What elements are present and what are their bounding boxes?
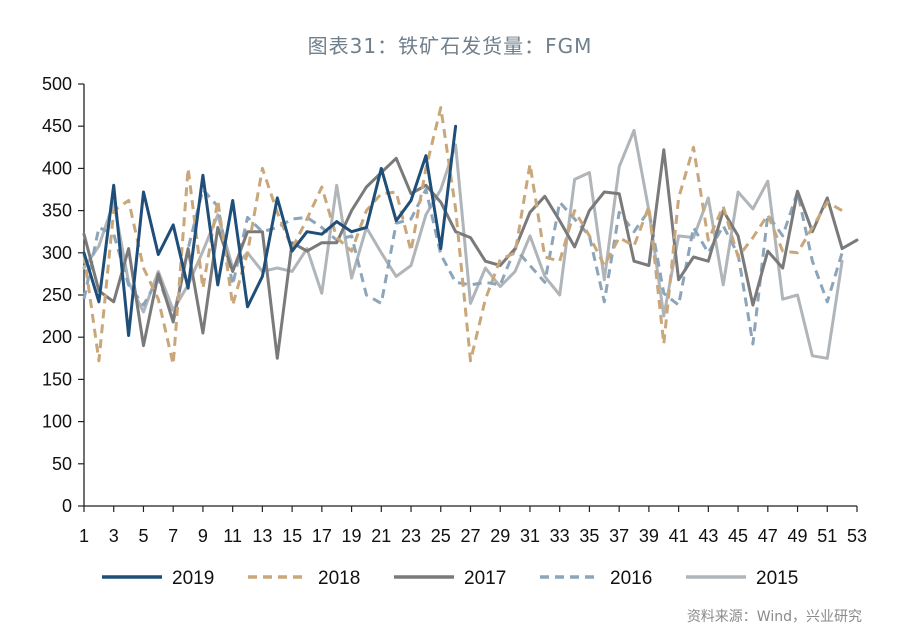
legend-item-2018: 2018 — [248, 568, 360, 589]
x-tick-label: 35 — [579, 526, 599, 546]
x-tick-label: 21 — [371, 526, 391, 546]
y-tick-label: 500 — [42, 74, 72, 94]
legend-item-2016: 2016 — [540, 568, 652, 589]
x-tick-label: 19 — [342, 526, 362, 546]
legend: 2019 2018 2017 2016 2015 — [102, 568, 798, 589]
x-tick-label: 11 — [223, 526, 242, 546]
y-tick-label: 400 — [42, 158, 72, 178]
y-tick-label: 150 — [42, 369, 72, 389]
x-tick-label: 15 — [282, 526, 302, 546]
x-tick-label: 33 — [550, 526, 570, 546]
y-tick-label: 350 — [42, 201, 72, 221]
x-tick-label: 17 — [312, 526, 332, 546]
series-line-2018 — [82, 106, 843, 366]
legend-item-2019: 2019 — [102, 568, 214, 589]
legend-label-2015: 2015 — [756, 568, 798, 589]
x-tick-label: 3 — [109, 526, 119, 546]
x-tick-label: 9 — [198, 526, 208, 546]
x-tick-label: 27 — [460, 526, 480, 546]
x-tick-label: 53 — [847, 526, 867, 546]
series-layer — [82, 106, 859, 366]
y-tick-label: 250 — [42, 285, 72, 305]
x-tick-label: 1 — [79, 526, 89, 546]
x-tick-label: 43 — [698, 526, 718, 546]
x-tick-label: 49 — [788, 526, 808, 546]
y-tick-label: 100 — [42, 412, 72, 432]
x-tick-label: 23 — [401, 526, 421, 546]
x-tick-label: 41 — [669, 526, 689, 546]
x-tick-label: 5 — [138, 526, 148, 546]
x-tick-label: 7 — [168, 526, 178, 546]
x-tick-label: 47 — [758, 526, 778, 546]
legend-label-2016: 2016 — [610, 568, 652, 589]
x-tick-label: 37 — [609, 526, 629, 546]
x-tick-label: 31 — [520, 526, 540, 546]
y-tick-label: 200 — [42, 327, 72, 347]
x-tick-label: 25 — [431, 526, 451, 546]
y-tick-label: 0 — [62, 496, 72, 516]
legend-label-2018: 2018 — [318, 568, 360, 589]
x-tick-label: 51 — [817, 526, 837, 546]
legend-label-2017: 2017 — [464, 568, 506, 589]
series-line-2015 — [82, 128, 844, 360]
x-tick-label: 39 — [639, 526, 659, 546]
legend-item-2015: 2015 — [686, 568, 798, 589]
chart-title: 图表31：铁矿石发货量：FGM — [307, 34, 593, 58]
y-tick-label: 450 — [42, 116, 72, 136]
y-axis: 0 50 100 150 200 250 300 350 400 450 500 — [42, 74, 85, 516]
legend-label-2019: 2019 — [172, 568, 214, 589]
y-tick-label: 50 — [52, 454, 72, 474]
x-tick-label: 29 — [490, 526, 510, 546]
x-tick-label: 13 — [252, 526, 272, 546]
x-tick-label: 45 — [728, 526, 748, 546]
y-tick-label: 300 — [42, 243, 72, 263]
series-line-2019 — [82, 124, 458, 337]
x-axis: 1 3 5 7 9 11 13 15 17 19 21 23 25 27 29 31 33 35 37 39 41 43 4… — [79, 505, 867, 546]
legend-item-2017: 2017 — [394, 568, 506, 589]
series-line-2017 — [82, 148, 859, 360]
source-note: 资料来源：Wind，兴业研究 — [686, 609, 862, 625]
